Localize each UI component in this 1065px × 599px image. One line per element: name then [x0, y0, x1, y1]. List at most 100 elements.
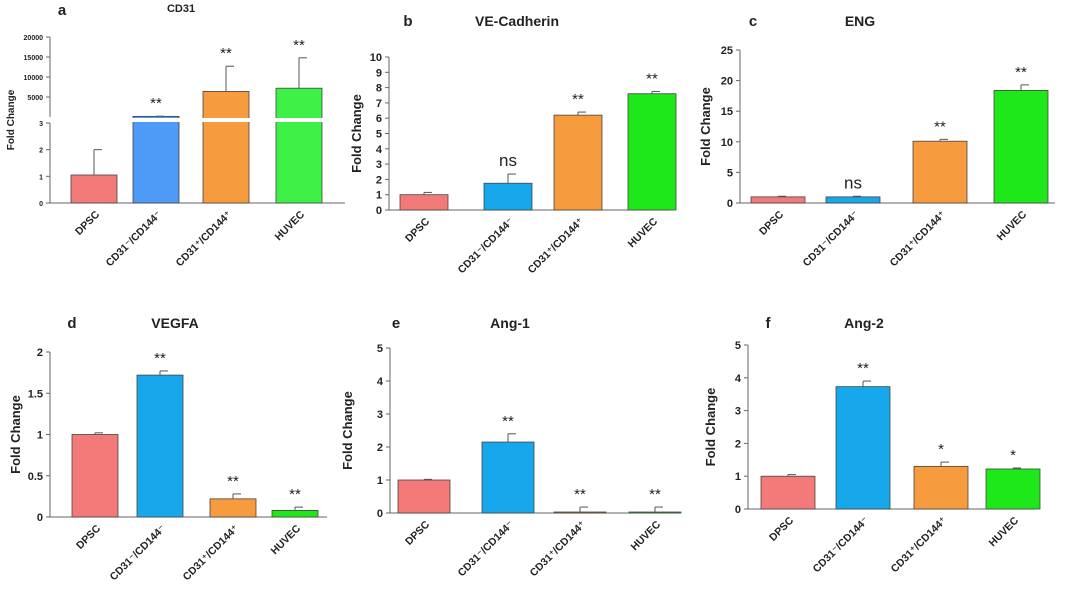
y-tick-label: 2	[376, 174, 382, 186]
significance-label: **	[227, 473, 239, 490]
significance-label: **	[646, 70, 658, 87]
y-axis-label: Fold Change	[340, 391, 355, 470]
significance-label: **	[574, 486, 586, 503]
y-tick-label: 10	[370, 52, 382, 64]
x-tick-label: CD31⁻/CD144⁻	[801, 209, 861, 269]
y-tick-label: 2	[377, 442, 383, 454]
y-tick-label: 1	[735, 471, 741, 483]
significance-label: **	[289, 486, 301, 503]
significance-label: **	[934, 118, 946, 135]
significance-label: **	[649, 486, 661, 503]
panel-letter: a	[58, 2, 67, 19]
significance-label: ns	[844, 173, 862, 192]
panel-title: Ang-1	[490, 315, 530, 331]
x-tick-label: CD31⁺/CD144⁺	[528, 519, 588, 579]
bar	[132, 115, 180, 204]
y-tick-label: 8	[376, 83, 382, 95]
y-tick-label: 4	[376, 144, 383, 156]
panel-letter: e	[392, 315, 400, 332]
x-tick-label: CD31⁺/CD144⁺	[889, 515, 949, 575]
x-tick-label: CD31⁺/CD144⁺	[526, 216, 586, 276]
y-tick-label: 0	[376, 205, 382, 217]
y-tick-label: 25	[721, 45, 733, 57]
y-tick-label: 0	[39, 201, 43, 208]
y-tick-label: 10	[721, 137, 733, 149]
panel-letter: f	[766, 315, 772, 332]
significance-label: **	[572, 91, 584, 108]
panel-b: b VE-Cadherin Fold Change 0 1 2 3 4 5 6 7 8 9 10 DPSC n…	[349, 13, 677, 276]
bar	[993, 89, 1049, 204]
bar	[275, 87, 323, 204]
x-tick-label: DPSC	[767, 514, 796, 543]
panel-e: e Ang-1 Fold Change 0 1 2 3 4 5 DPSC ** CD31⁻/CD144…	[340, 315, 682, 579]
bar	[913, 465, 969, 510]
y-axis-label: Fold Change	[6, 89, 17, 150]
y-tick-label: 1	[376, 190, 382, 202]
y-tick-label: 3	[376, 159, 382, 171]
y-tick-label: 0	[727, 198, 733, 210]
y-tick-label: 3	[39, 121, 43, 128]
significance-label: ns	[499, 151, 517, 170]
bar	[835, 386, 891, 510]
y-tick-label: 10000	[24, 75, 44, 82]
y-axis-label: Fold Change	[703, 388, 718, 467]
y-tick-label: 20000	[24, 35, 44, 42]
x-tick-label: CD31⁺/CD144⁺	[888, 209, 948, 269]
axis-break-band	[132, 118, 180, 122]
x-tick-label: HUVEC	[987, 514, 1022, 549]
y-tick-label: 2	[735, 438, 741, 450]
panel-a: a CD31 Fold Change 0 1 2 3 5000 10000 15000 20000 D…	[6, 2, 345, 269]
bar	[760, 475, 816, 510]
x-tick-label: HUVEC	[995, 208, 1030, 243]
bar	[209, 498, 257, 518]
bar	[825, 196, 881, 204]
y-tick-label: 0	[735, 504, 741, 516]
bar	[399, 194, 449, 211]
y-tick-label: 4	[735, 373, 742, 385]
significance-label: **	[220, 45, 232, 62]
y-tick-label: 3	[377, 409, 383, 421]
y-tick-label: 5	[377, 343, 383, 355]
y-tick-label: 15000	[24, 55, 44, 62]
significance-label: **	[502, 413, 514, 430]
x-tick-label: DPSC	[757, 208, 786, 237]
bar	[271, 509, 319, 518]
x-tick-label: CD31⁻/CD144⁻	[104, 209, 164, 269]
x-tick-label: HUVEC	[629, 518, 664, 553]
panel-title: Ang-2	[844, 315, 884, 331]
x-tick-label: DPSC	[74, 522, 103, 551]
y-tick-label: 0	[37, 512, 43, 524]
x-tick-label: DPSC	[73, 208, 102, 237]
panel-title: VE-Cadherin	[475, 13, 559, 29]
significance-label: **	[150, 95, 162, 112]
y-tick-label: 5	[735, 340, 741, 352]
significance-label: *	[1010, 447, 1016, 464]
bar	[750, 196, 806, 204]
bar	[70, 174, 118, 204]
y-tick-label: 15	[721, 106, 733, 118]
x-tick-label: HUVEC	[273, 208, 308, 243]
significance-label: *	[938, 441, 944, 458]
panel-letter: b	[403, 13, 412, 30]
bar	[481, 441, 535, 514]
bar	[202, 91, 250, 204]
y-tick-label: 1.5	[28, 388, 43, 400]
axis-break-band	[202, 118, 250, 122]
y-tick-label: 4	[377, 376, 384, 388]
x-tick-label: DPSC	[403, 518, 432, 547]
x-tick-label: CD31⁻/CD144⁻	[108, 523, 168, 583]
bar	[483, 182, 533, 211]
y-tick-label: 1	[377, 475, 383, 487]
bar	[71, 434, 119, 518]
bar	[627, 93, 677, 211]
panel-d: d VEGFA Fold Change 0 0.5 1 1.5 2 DPSC ** CD31⁻/CD…	[8, 315, 327, 583]
y-tick-label: 5000	[27, 95, 43, 102]
x-tick-label: CD31⁻/CD144⁻	[811, 515, 871, 575]
x-tick-label: HUVEC	[269, 522, 304, 557]
significance-label: **	[293, 37, 305, 54]
y-tick-label: 2	[39, 148, 43, 155]
y-tick-label: 5	[376, 129, 382, 141]
y-axis-label: Fold Change	[8, 395, 23, 474]
y-tick-label: 6	[376, 113, 382, 125]
